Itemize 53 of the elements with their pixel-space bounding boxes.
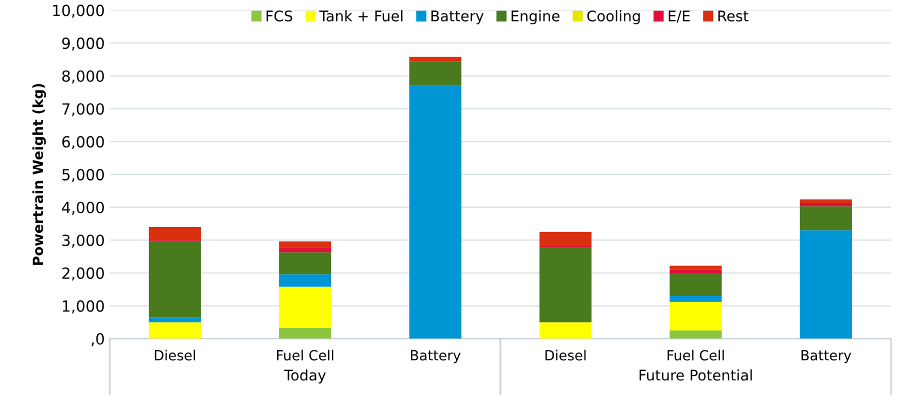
y-tick-label: 7,000 xyxy=(62,103,104,116)
legend-label: Rest xyxy=(718,10,748,22)
y-tick-label: ,0 xyxy=(92,333,104,346)
bar xyxy=(279,241,332,248)
bar xyxy=(670,302,722,330)
legend-label: Engine xyxy=(512,10,560,24)
bar xyxy=(539,232,592,246)
y-tick-label: 3,000 xyxy=(62,234,104,248)
x-tick-label: Diesel xyxy=(545,350,586,360)
legend-label: E/E xyxy=(668,10,690,23)
y-tick-label: 8,000 xyxy=(62,70,104,84)
x-tick-label: Battery xyxy=(802,350,852,364)
bar xyxy=(670,270,722,273)
text: Future Potential xyxy=(640,369,752,381)
bar xyxy=(279,274,332,287)
y-tick-label: 5,000 xyxy=(62,168,104,182)
bar xyxy=(800,199,852,203)
bar xyxy=(279,286,332,328)
bar xyxy=(409,56,462,62)
text: Today xyxy=(284,369,326,384)
bar xyxy=(670,330,722,339)
bar xyxy=(670,296,722,302)
bar xyxy=(148,242,201,318)
y-tick-label: 4,000 xyxy=(62,202,104,215)
bar xyxy=(800,202,852,206)
bar xyxy=(279,328,332,339)
bar xyxy=(800,206,852,230)
y-tick-label: 9,000 xyxy=(62,38,104,51)
bar xyxy=(670,272,722,296)
legend-label: Cooling xyxy=(587,10,640,24)
x-tick-label: Fuel Cell xyxy=(668,350,724,360)
bar xyxy=(279,252,332,274)
y-tick-label: 10,000 xyxy=(53,4,104,18)
y-tick-label: 6,000 xyxy=(62,136,104,150)
x-tick-label: Diesel xyxy=(154,350,195,360)
bar xyxy=(409,61,462,86)
bar xyxy=(148,322,201,339)
y-tick-label: 2,000 xyxy=(62,267,104,281)
y-tick-label: 1,000 xyxy=(62,300,104,314)
legend-label: Battery xyxy=(431,10,484,24)
bar xyxy=(539,322,592,339)
bar xyxy=(539,248,592,322)
bar xyxy=(148,226,201,240)
x-tick-label: Battery xyxy=(410,350,461,364)
bar xyxy=(800,230,852,339)
legend-label: FCS xyxy=(266,10,292,22)
x-tick-label: Fuel Cell xyxy=(277,350,334,360)
legend-label: Tank + Fuel xyxy=(319,10,402,22)
bar xyxy=(279,247,332,252)
bar xyxy=(409,86,462,339)
bar xyxy=(670,266,722,270)
y-axis-title: Powertrain Weight (kg) xyxy=(32,84,46,265)
bar xyxy=(148,317,201,322)
